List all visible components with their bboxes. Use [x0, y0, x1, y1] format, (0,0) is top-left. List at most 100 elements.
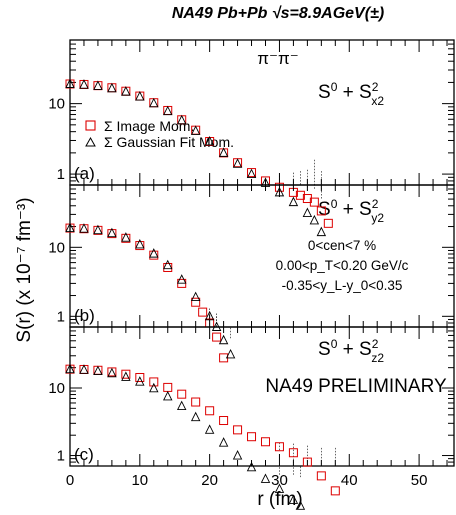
panel-c-term-label: S0 + S2 z2: [318, 337, 384, 365]
data-point-image: [79, 364, 89, 374]
data-point-image: [198, 307, 208, 317]
cut-text-pt: 0.00<p_T<0.20 GeV/c: [276, 258, 409, 273]
data-point-gaussian: [288, 196, 299, 207]
data-point-gaussian: [93, 80, 103, 90]
data-point-gaussian: [93, 224, 103, 235]
data-point-image: [79, 79, 89, 89]
data-point-gaussian: [107, 227, 117, 238]
data-point-image: [191, 397, 201, 407]
data-point-image: [295, 190, 305, 200]
data-point-image: [121, 369, 131, 379]
data-point-gaussian: [295, 500, 306, 510]
data-point-gaussian: [65, 222, 75, 233]
data-point-image: [149, 250, 159, 260]
data-point-gaussian: [176, 400, 187, 411]
data-point-image: [93, 81, 103, 91]
data-point-gaussian: [79, 364, 89, 374]
x-axis-label: r (fm): [257, 489, 302, 510]
panel-a-tag: (a): [74, 164, 95, 183]
preliminary-label: NA49 PRELIMINARY: [265, 376, 447, 397]
pair-label: π⁻π⁻: [257, 49, 298, 68]
data-point-image: [79, 224, 89, 234]
data-point-image: [163, 262, 173, 272]
panel-b-y-tick-label: 10: [48, 239, 65, 256]
panel-c-frame: [69, 326, 455, 467]
panel-a-y-tick-label: 1: [57, 166, 65, 183]
data-point-gaussian: [149, 248, 159, 258]
chart-title: NA49 Pb+Pb √s=8.9AGeV(±): [172, 5, 384, 22]
data-point-image: [212, 332, 222, 342]
cut-text-rapidity: -0.35<y_L-y_0<0.35: [282, 278, 403, 293]
legend: Σ Image Mom. Σ Gaussian Fit Mom.: [85, 118, 234, 150]
data-point-image: [288, 448, 298, 458]
data-point-image: [302, 457, 312, 467]
data-point-gaussian: [135, 376, 145, 386]
data-point-gaussian: [190, 291, 201, 302]
x-tick-label: 20: [201, 472, 218, 489]
data-point-image: [205, 406, 215, 416]
data-point-gaussian: [316, 226, 327, 237]
data-point-image: [323, 218, 333, 228]
data-point-gaussian: [79, 79, 89, 89]
panel-c-tag: (c): [74, 445, 94, 464]
data-point-image: [135, 373, 145, 383]
data-point-gaussian: [121, 232, 131, 242]
panel-c-y-tick-label: 1: [57, 448, 65, 465]
data-point-gaussian: [79, 223, 89, 233]
data-point-gaussian: [218, 147, 229, 157]
data-point-image: [121, 233, 131, 243]
plot-layer: 1 10 (a) 1 10 (b) 1 10 (c)0 10 20 30 40 50: [48, 39, 455, 510]
panel-b-frame: [69, 184, 455, 328]
data-point-gaussian: [190, 411, 201, 422]
panel-b-tag: (b): [74, 306, 95, 325]
data-point-gaussian: [204, 424, 215, 434]
panel-a-y-tick-label: 10: [48, 96, 65, 113]
data-point-gaussian: [302, 207, 313, 217]
data-point-gaussian: [93, 365, 103, 376]
data-point-gaussian: [176, 274, 187, 284]
data-point-gaussian: [65, 363, 75, 374]
data-point-gaussian: [135, 238, 145, 249]
data-point-gaussian: [218, 334, 229, 345]
data-point-gaussian: [309, 214, 320, 225]
data-point-gaussian: [65, 78, 75, 88]
data-point-gaussian: [218, 437, 229, 447]
data-point-image: [107, 83, 117, 93]
data-point-gaussian: [149, 382, 159, 393]
data-point-gaussian: [288, 494, 299, 504]
data-point-gaussian: [190, 125, 201, 135]
data-point-gaussian: [107, 367, 117, 378]
panel-a-term-label: S0 + S2 x2: [318, 80, 384, 108]
data-point-image: [316, 206, 326, 216]
x-tick-label: 50: [411, 472, 428, 489]
data-point-gaussian: [163, 105, 173, 116]
data-point-gaussian: [176, 114, 187, 125]
panel-b-term-label: S0 + S2 y2: [318, 197, 384, 225]
data-point-image: [247, 432, 257, 442]
data-point-image: [219, 148, 229, 158]
data-point-gaussian: [225, 348, 236, 359]
legend-square-marker: [85, 120, 96, 131]
data-point-image: [219, 416, 229, 426]
data-point-image: [177, 389, 187, 399]
data-point-image: [260, 437, 270, 447]
x-tick-label: 10: [131, 472, 148, 489]
y-axis-label: S(r) (x 10⁻⁷ fm⁻³): [14, 197, 35, 342]
data-point-gaussian: [204, 310, 215, 321]
panel-c-y-tick-label: 10: [48, 380, 65, 397]
data-point-image: [163, 382, 173, 392]
data-point-gaussian: [107, 82, 117, 93]
data-point-gaussian: [149, 97, 159, 108]
data-point-image: [316, 471, 326, 481]
x-tick-label: 0: [66, 472, 74, 489]
data-point-gaussian: [163, 259, 173, 270]
x-tick-label: 40: [341, 472, 358, 489]
data-point-gaussian: [246, 168, 257, 179]
data-point-gaussian: [121, 86, 131, 96]
legend-label-gaussian: Σ Gaussian Fit Mom.: [104, 134, 234, 150]
x-tick-label: 30: [271, 472, 288, 489]
cut-text-centrality: 0<cen<7 %: [308, 238, 376, 253]
data-point-gaussian: [163, 390, 173, 401]
legend-triangle-marker: [85, 136, 96, 147]
